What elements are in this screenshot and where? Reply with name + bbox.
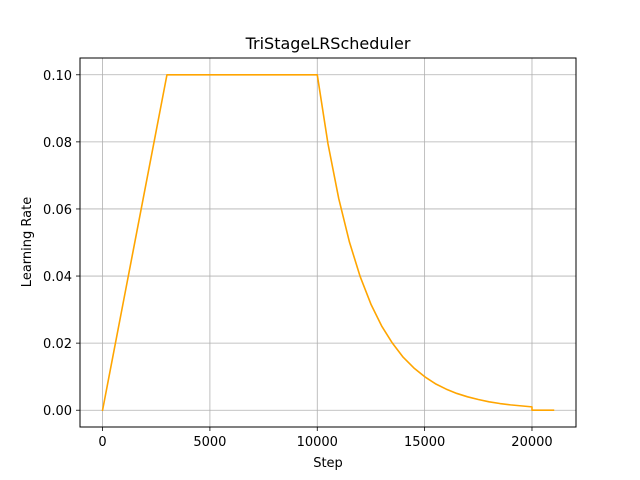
x-tick-label: 5000 [193, 435, 226, 450]
y-tick-label: 0.04 [43, 270, 72, 285]
x-tick-label: 15000 [404, 435, 445, 450]
series-line [101, 73, 555, 412]
x-tick-label: 20000 [511, 435, 552, 450]
x-tick-label: 0 [98, 435, 106, 450]
y-axis-label: Learning Rate [20, 197, 35, 287]
y-tick-label: 0.08 [43, 136, 72, 151]
y-tick-label: 0.10 [43, 69, 72, 84]
plot-frame [79, 57, 577, 428]
y-tick-label: 0.06 [43, 203, 72, 218]
y-axis: 0.00 0.02 0.04 0.06 0.08 0.10 [43, 69, 80, 419]
series-layer [101, 73, 555, 412]
x-axis: 0 5000 10000 15000 20000 [98, 427, 553, 450]
chart-title: TriStageLRScheduler [245, 34, 411, 53]
grid [80, 58, 576, 427]
x-axis-label: Step [313, 456, 343, 471]
y-tick-label: 0.02 [43, 337, 72, 352]
y-tick-label: 0.00 [43, 404, 72, 419]
x-tick-label: 10000 [297, 435, 338, 450]
